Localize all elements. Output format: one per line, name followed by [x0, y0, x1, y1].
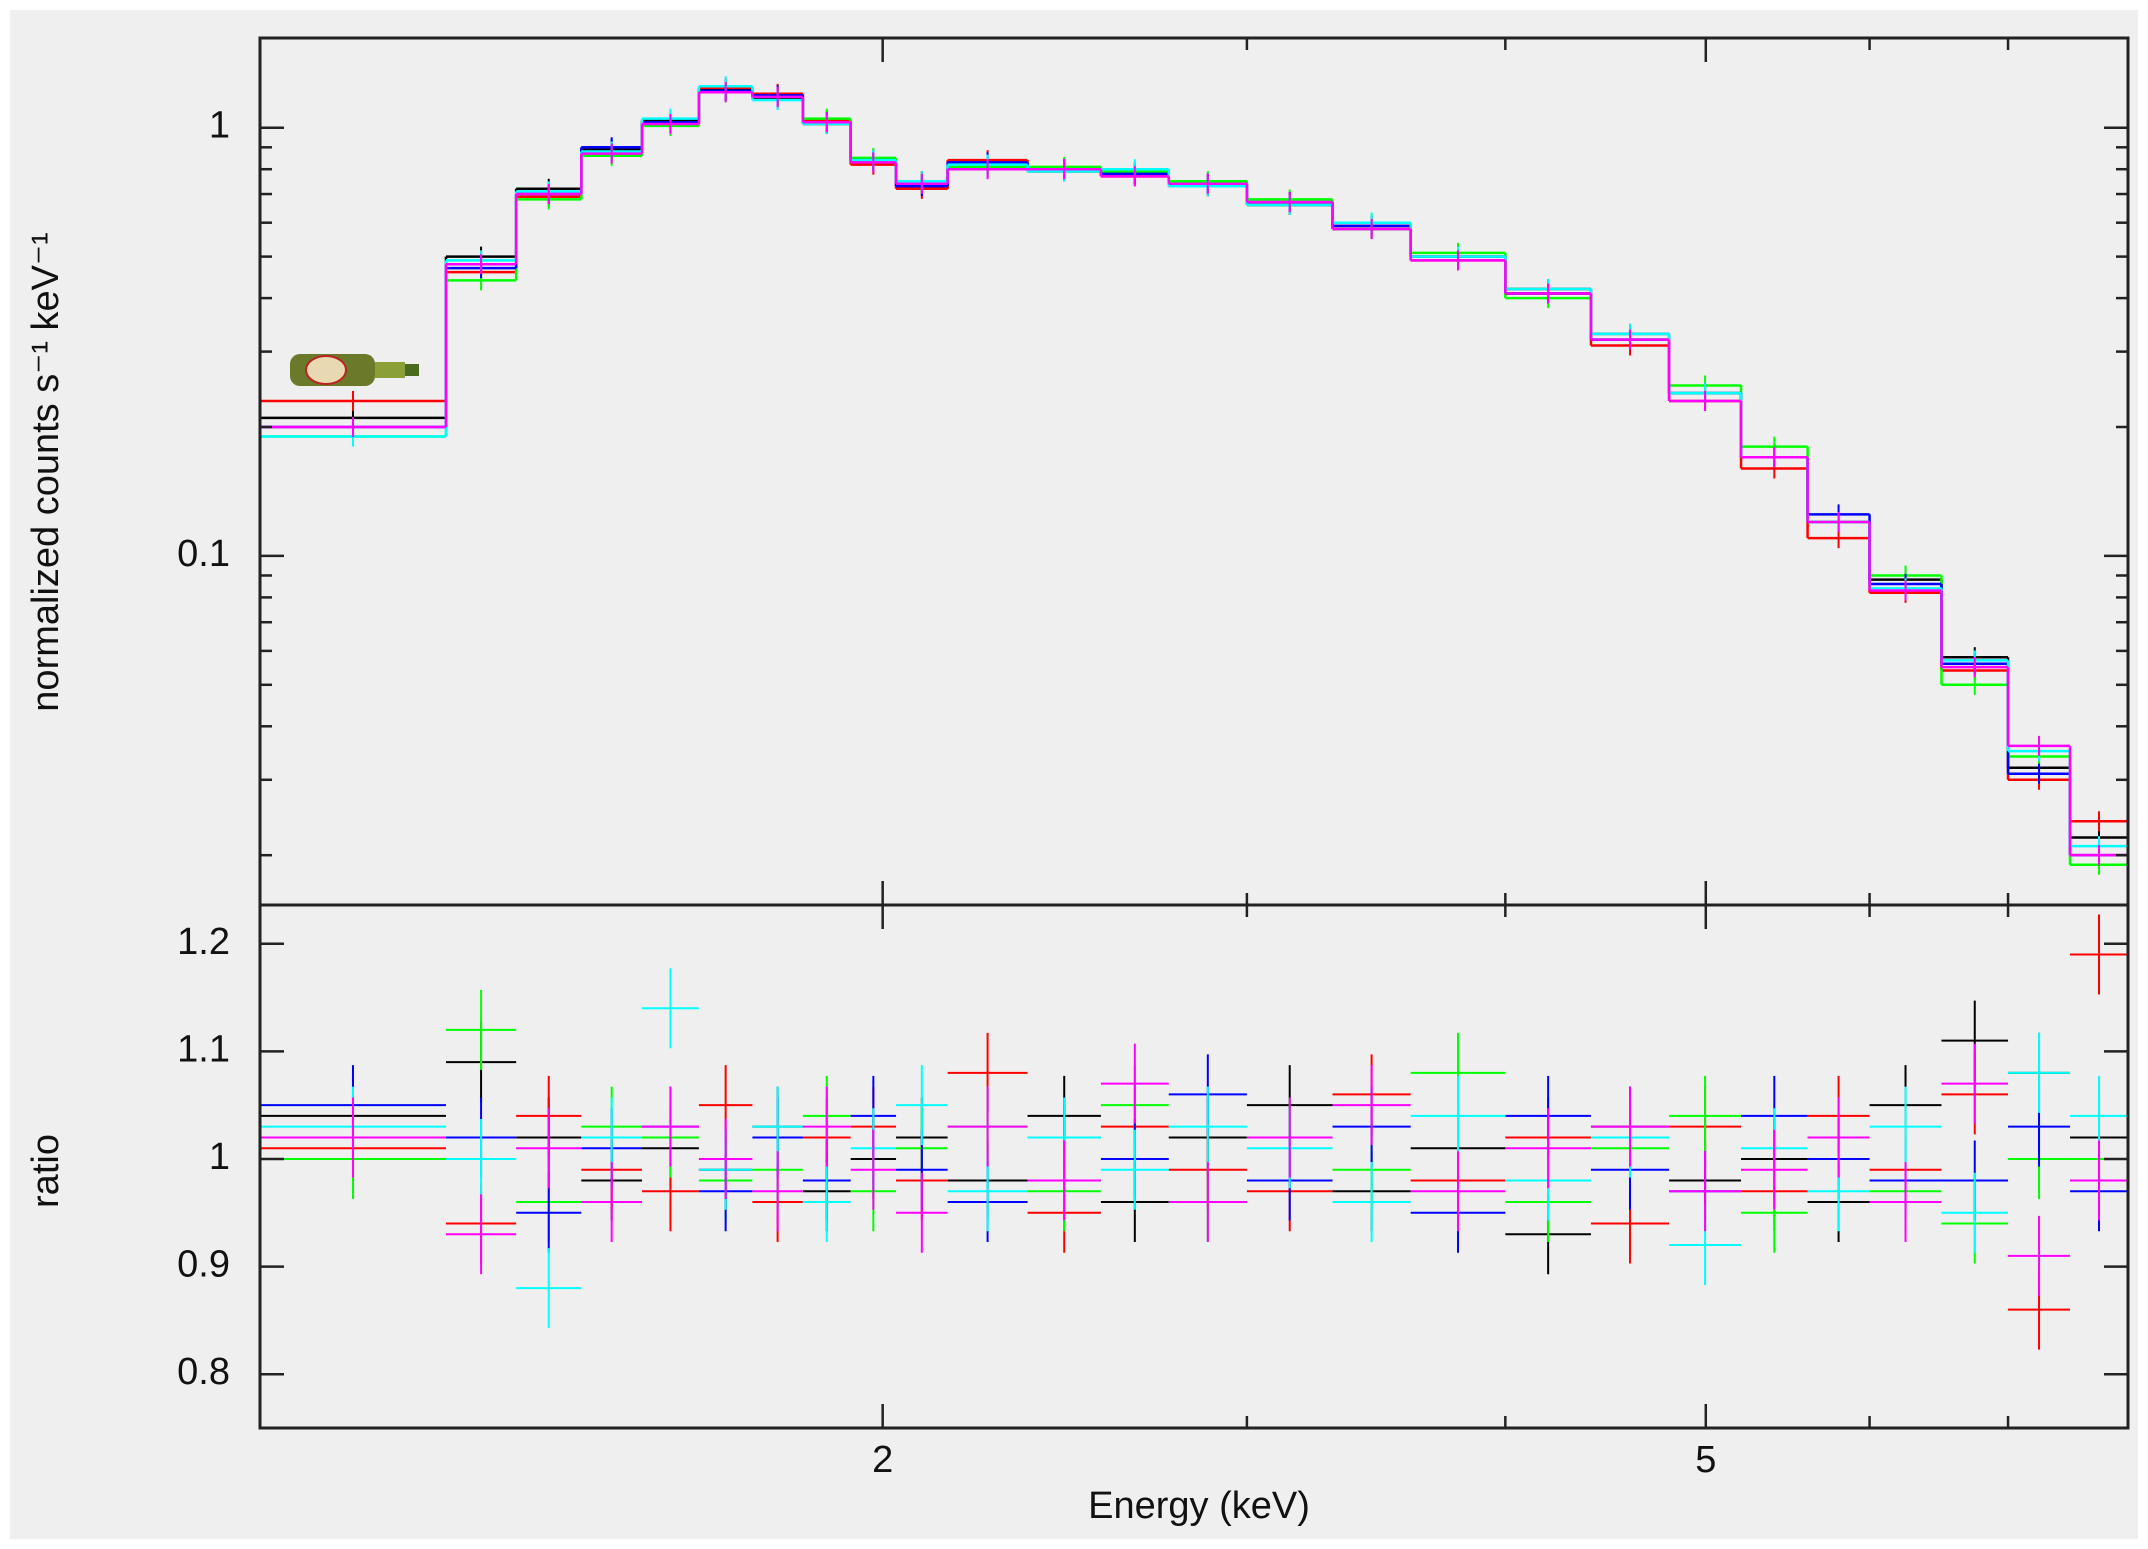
x-tick-label: 2: [872, 1439, 893, 1481]
y-axis-label: ratio: [25, 1134, 67, 1208]
y-tick-label: 0.9: [177, 1244, 230, 1286]
x-tick-label: 5: [1695, 1439, 1716, 1481]
y-tick-label: 1.1: [177, 1028, 230, 1070]
x-axis-label: Energy (keV): [1088, 1485, 1310, 1527]
y-tick-label: 1: [209, 1136, 230, 1178]
y-tick-label: 1.2: [177, 921, 230, 963]
plot-area: [260, 76, 2128, 1350]
y-axis-label: normalized counts s⁻¹ keV⁻¹: [25, 232, 67, 711]
y-tick-label: 0.1: [177, 533, 230, 575]
background: [10, 10, 2138, 1539]
y-tick-label: 0.8: [177, 1351, 230, 1393]
y-tick-label: 1: [209, 105, 230, 147]
ratio-frame: [258, 903, 2130, 1430]
bottle-icon: [290, 354, 419, 386]
